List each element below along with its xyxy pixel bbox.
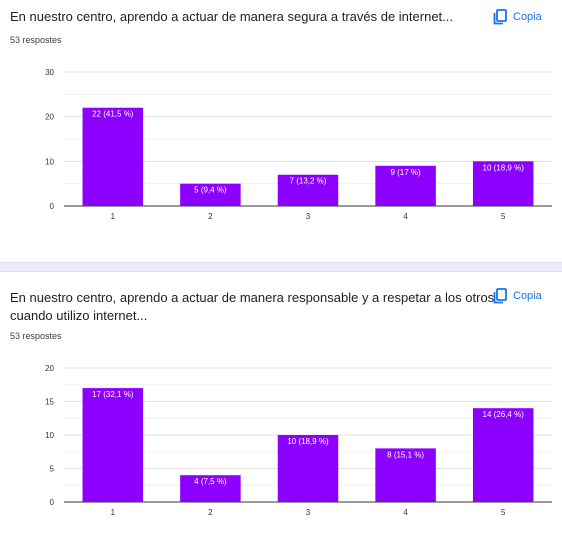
bar-data-label: 5 (9,4 %)	[194, 186, 227, 195]
bar[interactable]	[82, 107, 144, 206]
x-tick-label: 3	[306, 212, 311, 221]
y-tick-label: 0	[50, 202, 55, 211]
y-tick-label: 5	[50, 465, 55, 474]
response-count: 53 respostes	[10, 331, 62, 341]
bar[interactable]	[375, 448, 436, 502]
response-count: 53 respostes	[10, 35, 62, 45]
copy-label: Copia	[513, 11, 542, 23]
x-tick-label: 3	[306, 508, 311, 517]
copy-chart-button[interactable]: Copia	[493, 9, 542, 25]
bar-data-label: 10 (18,9 %)	[483, 163, 525, 172]
y-tick-label: 0	[50, 498, 55, 507]
y-tick-label: 10	[45, 157, 54, 166]
bar-data-label: 7 (13,2 %)	[290, 177, 327, 186]
y-tick-label: 30	[45, 68, 54, 77]
x-tick-label: 5	[501, 212, 506, 221]
bar-data-label: 17 (32,1 %)	[92, 390, 134, 399]
question-title-line-1: En nuestro centro, aprendo a actuar de m…	[10, 290, 495, 305]
card-divider	[0, 262, 562, 272]
bar[interactable]	[82, 388, 144, 502]
y-tick-label: 20	[45, 113, 54, 122]
copy-chart-button[interactable]: Copia	[493, 288, 542, 304]
bar[interactable]	[375, 165, 436, 206]
bar[interactable]	[277, 435, 339, 502]
bar-data-label: 14 (26,4 %)	[483, 410, 525, 419]
x-tick-label: 4	[403, 508, 408, 517]
question-title-line-2: cuando utilizo internet...	[10, 308, 148, 323]
y-tick-label: 15	[45, 398, 54, 407]
bar-data-label: 10 (18,9 %)	[287, 437, 329, 446]
bar[interactable]	[472, 408, 534, 502]
x-tick-label: 1	[111, 508, 116, 517]
x-tick-label: 4	[403, 212, 408, 221]
bar-chart-1: 0 10 20 30 22 (41,5 %) 1 5 (9,4 %) 2 7 (13,2 %) 3…	[45, 68, 552, 221]
bar[interactable]	[180, 183, 241, 206]
copy-label: Copia	[513, 290, 542, 302]
x-tick-label: 2	[208, 508, 213, 517]
y-tick-label: 10	[45, 431, 54, 440]
y-tick-label: 20	[45, 364, 54, 373]
copy-icon	[493, 9, 507, 25]
bar[interactable]	[472, 161, 534, 206]
bar-data-label: 8 (15,1 %)	[387, 450, 424, 459]
bar-chart-2: 0 5 10 15 20 17 (32,1 %) 1 4 (7,5 %) 2 10 (18,9 %…	[45, 364, 552, 517]
bar[interactable]	[180, 475, 241, 502]
x-tick-label: 2	[208, 212, 213, 221]
bar-data-label: 9 (17 %)	[390, 168, 421, 177]
x-tick-label: 1	[111, 212, 116, 221]
question-title: En nuestro centro, aprendo a actuar de m…	[10, 9, 453, 24]
x-tick-label: 5	[501, 508, 506, 517]
question-card-1: En nuestro centro, aprendo a actuar de m…	[0, 0, 562, 262]
question-card-2: En nuestro centro, aprendo a actuar de m…	[0, 272, 562, 553]
copy-icon	[493, 288, 507, 304]
bar-data-label: 4 (7,5 %)	[194, 477, 227, 486]
bar[interactable]	[277, 174, 339, 206]
bar-data-label: 22 (41,5 %)	[92, 110, 134, 119]
